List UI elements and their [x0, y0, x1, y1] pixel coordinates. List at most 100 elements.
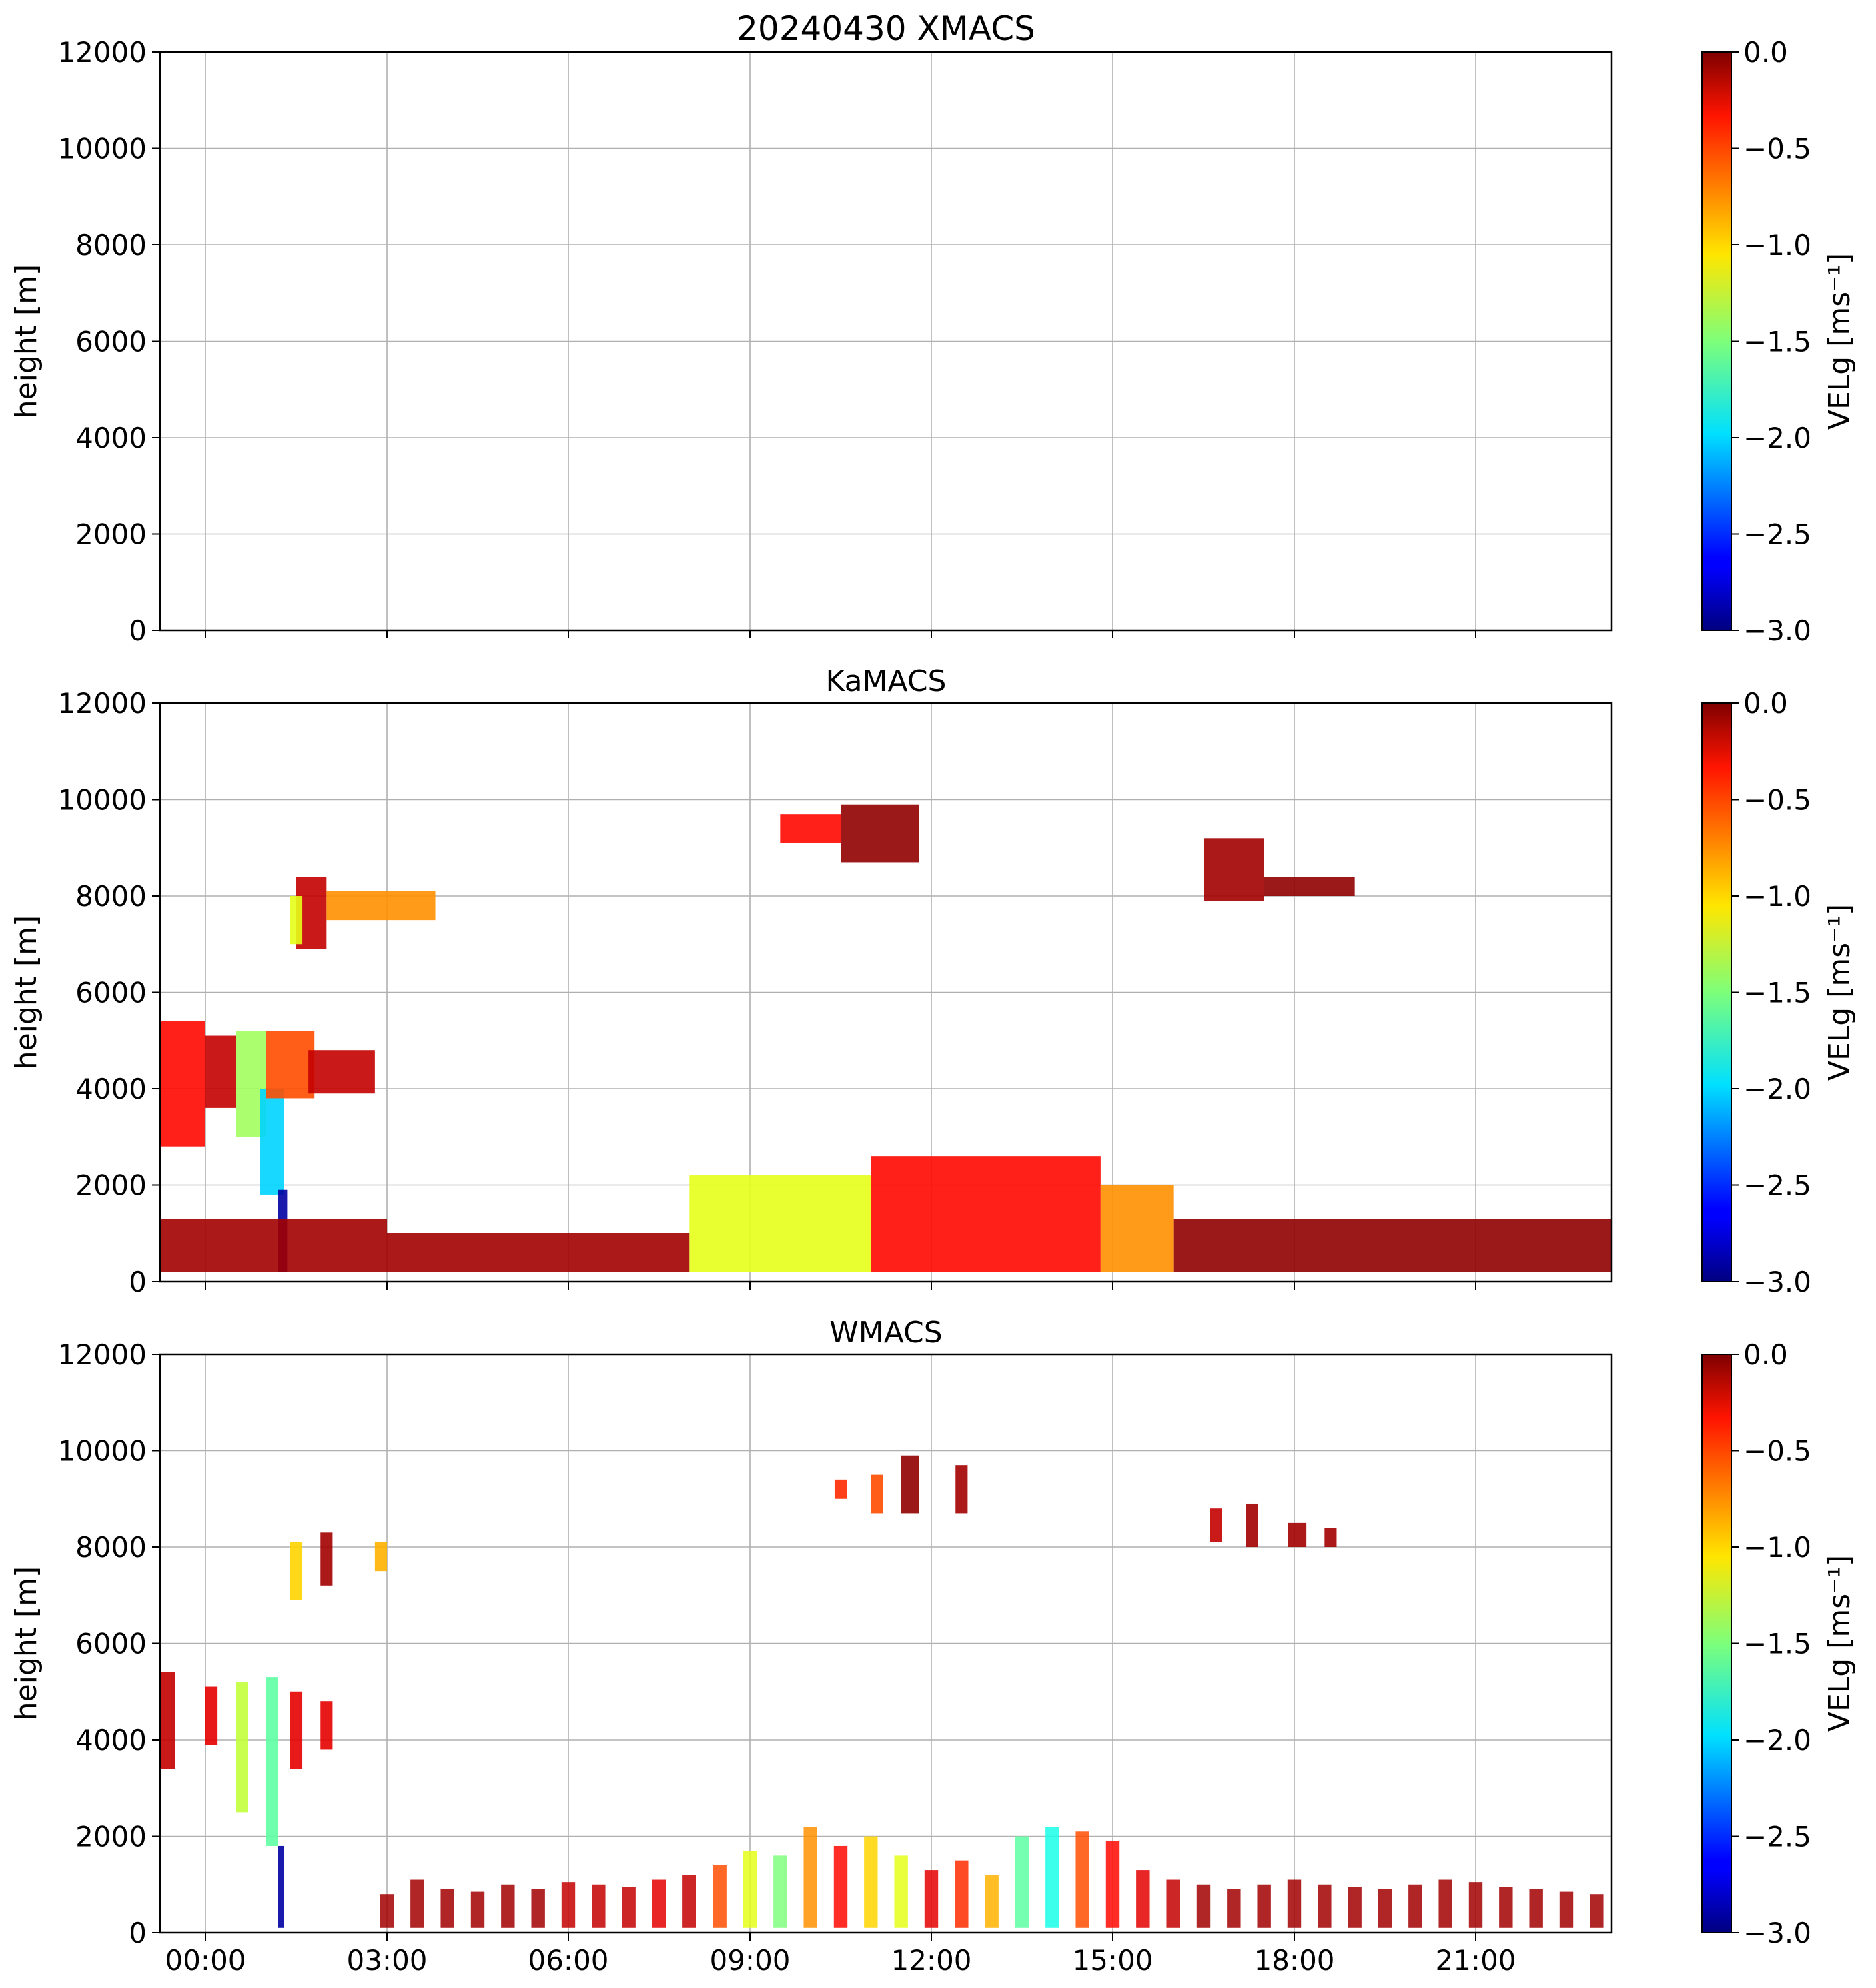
- echo-bar: [1318, 1884, 1332, 1928]
- echo-bar: [1257, 1884, 1271, 1928]
- echo-bar: [1287, 1879, 1302, 1928]
- x-tick-label: 12:00: [891, 1944, 971, 1977]
- colorbar-ticks: 0.0 −0.5 −1.0 −1.5 −2.0 −2.5 −3.0: [1731, 36, 1811, 647]
- echo-region: [308, 1050, 375, 1094]
- echo-bar: [1227, 1889, 1241, 1928]
- y-tick-label: 10000: [57, 784, 147, 817]
- echo-region: [374, 1542, 387, 1572]
- echo-bar: [561, 1882, 576, 1928]
- y-tick-label: 8000: [75, 229, 147, 262]
- echo-bar: [1105, 1841, 1120, 1928]
- y-tick-label: 0: [129, 614, 147, 647]
- echo-region: [260, 1089, 284, 1195]
- data-region: [160, 1455, 1604, 1928]
- echo-bar: [1075, 1831, 1089, 1928]
- echo-region: [320, 1701, 333, 1750]
- colorbar-tick-label: 0.0: [1743, 687, 1788, 720]
- echo-bar: [592, 1884, 606, 1928]
- echo-region: [160, 1672, 175, 1769]
- colorbar-tick-label: −1.5: [1743, 326, 1811, 358]
- colorbar-ticks: 0.0 −0.5 −1.0 −1.5 −2.0 −2.5 −3.0: [1731, 1338, 1811, 1949]
- colorbar: [1701, 51, 1732, 631]
- colorbar-tick-label: −2.0: [1743, 1724, 1811, 1757]
- colorbar: [1701, 702, 1732, 1282]
- echo-region: [205, 1035, 236, 1108]
- echo-region: [205, 1686, 218, 1745]
- colorbar-tick-label: −2.5: [1743, 518, 1811, 551]
- echo-bar: [622, 1887, 636, 1928]
- y-tick-label: 8000: [75, 1531, 147, 1564]
- echo-region: [1264, 877, 1355, 896]
- echo-bar: [410, 1879, 424, 1928]
- echo-bar: [1559, 1891, 1574, 1928]
- echo-region: [1204, 838, 1264, 901]
- colorbar-tick-label: −1.0: [1743, 1531, 1811, 1564]
- y-tick-label: 12000: [57, 687, 147, 720]
- echo-region: [290, 896, 303, 945]
- echo-region: [1173, 1219, 1612, 1272]
- colorbar-tick-label: 0.0: [1743, 1338, 1788, 1371]
- echo-region: [326, 891, 436, 921]
- echo-bar: [985, 1875, 999, 1928]
- colorbar-tick-label: 0.0: [1743, 36, 1788, 69]
- x-axis: [205, 1282, 1476, 1290]
- panel-title: 20240430 XMACS: [737, 9, 1035, 48]
- y-tick-label: 6000: [75, 1628, 147, 1660]
- echo-bar: [1166, 1879, 1180, 1928]
- echo-region: [278, 1845, 284, 1928]
- echo-region: [689, 1175, 871, 1272]
- colorbar-tick-label: −3.0: [1743, 1266, 1811, 1298]
- echo-region: [1100, 1185, 1174, 1272]
- colorbar-tick-label: −1.0: [1743, 229, 1811, 262]
- colorbar-tick-label: −2.0: [1743, 1073, 1811, 1105]
- echo-bar: [955, 1860, 969, 1928]
- y-tick-label: 2000: [75, 1169, 147, 1202]
- x-tick-label: 00:00: [165, 1944, 246, 1977]
- x-tick-label: 06:00: [528, 1944, 608, 1977]
- y-tick-label: 2000: [75, 1821, 147, 1853]
- echo-region: [266, 1031, 315, 1099]
- y-tick-label: 10000: [57, 133, 147, 165]
- echo-bar: [1468, 1882, 1483, 1928]
- echo-bar: [1378, 1889, 1392, 1928]
- colorbar-tick-label: −2.0: [1743, 422, 1811, 454]
- panel-xmacs: 20240430 XMACS 0 2000 4000 6000 8000 10000 120…: [9, 9, 1857, 647]
- echo-bar: [773, 1855, 787, 1928]
- y-tick-label: 4000: [75, 1073, 147, 1105]
- echo-bar: [531, 1889, 545, 1928]
- colorbar-tick-label: −1.0: [1743, 880, 1811, 913]
- x-tick-label: 18:00: [1254, 1944, 1334, 1977]
- echo-region: [955, 1465, 968, 1514]
- colorbar-tick-label: −2.5: [1743, 1169, 1811, 1202]
- echo-region: [834, 1479, 847, 1499]
- echo-bar: [1015, 1836, 1029, 1928]
- y-tick-label: 10000: [57, 1435, 147, 1468]
- y-axis: 0 2000 4000 6000 8000 10000 12000: [57, 1338, 160, 1949]
- colorbar-tick-label: −3.0: [1743, 1917, 1811, 1949]
- x-tick-label: 03:00: [346, 1944, 427, 1977]
- x-tick-label: 15:00: [1072, 1944, 1153, 1977]
- echo-region: [266, 1677, 278, 1846]
- echo-bar: [1196, 1884, 1211, 1928]
- echo-bar: [713, 1865, 727, 1928]
- y-tick-label: 4000: [75, 422, 147, 454]
- echo-region: [236, 1682, 248, 1813]
- colorbar-tick-label: −0.5: [1743, 133, 1811, 165]
- colorbar-tick-label: −3.0: [1743, 614, 1811, 647]
- y-axis-label: height [m]: [9, 264, 43, 418]
- echo-bar: [682, 1875, 696, 1928]
- colorbar-tick-label: −2.5: [1743, 1821, 1811, 1853]
- echo-bar: [1590, 1894, 1604, 1928]
- echo-bar: [1408, 1884, 1422, 1928]
- colorbar: [1701, 1354, 1732, 1933]
- echo-bar: [833, 1845, 848, 1928]
- echo-region: [841, 804, 919, 863]
- echo-bar: [1438, 1879, 1452, 1928]
- x-tick-label: 21:00: [1435, 1944, 1516, 1977]
- echo-bar: [1529, 1889, 1543, 1928]
- y-tick-label: 12000: [57, 36, 147, 69]
- echo-bar: [864, 1836, 878, 1928]
- echo-bar: [501, 1884, 515, 1928]
- echo-region: [160, 1021, 205, 1147]
